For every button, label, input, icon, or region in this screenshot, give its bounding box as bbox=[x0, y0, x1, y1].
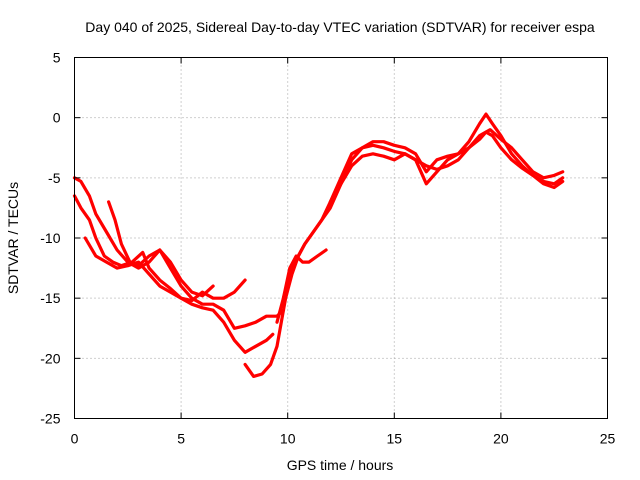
grid-lines bbox=[74, 57, 608, 419]
series-line-track-c bbox=[83, 236, 275, 354]
series-line-track-a bbox=[72, 194, 247, 303]
x-tick-label: 15 bbox=[387, 431, 403, 447]
y-tick-label: -20 bbox=[40, 350, 60, 366]
x-tick-label: 25 bbox=[600, 431, 616, 447]
x-tick-label: 20 bbox=[493, 431, 509, 447]
series-line-track-g bbox=[281, 248, 328, 300]
chart-title: Day 040 of 2025, Sidereal Day-to-day VTE… bbox=[85, 19, 595, 35]
series-line-track-d bbox=[106, 200, 285, 330]
y-tick-label: 5 bbox=[53, 50, 61, 66]
y-tick-label: -25 bbox=[40, 411, 60, 427]
series-line-track-e bbox=[243, 130, 565, 378]
y-tick-label: -10 bbox=[40, 230, 60, 246]
y-tick-label: -15 bbox=[40, 290, 60, 306]
x-tick-label: 5 bbox=[177, 431, 185, 447]
x-axis-ticks: 0 5 10 15 20 25 bbox=[71, 57, 616, 447]
x-axis-label: GPS time / hours bbox=[287, 457, 394, 473]
y-tick-label: -5 bbox=[48, 170, 61, 186]
series-line-track-f bbox=[275, 112, 565, 324]
y-axis-ticks: -25 -20 -15 -10 -5 0 5 bbox=[40, 50, 608, 427]
x-tick-label: 0 bbox=[71, 431, 79, 447]
x-tick-label: 10 bbox=[280, 431, 296, 447]
series-line-track-b bbox=[72, 176, 215, 298]
y-tick-label: 0 bbox=[53, 110, 61, 126]
y-axis-label: SDTVAR / TECUs bbox=[5, 182, 21, 294]
series-group bbox=[72, 112, 565, 378]
series-line-track-h bbox=[328, 128, 565, 204]
